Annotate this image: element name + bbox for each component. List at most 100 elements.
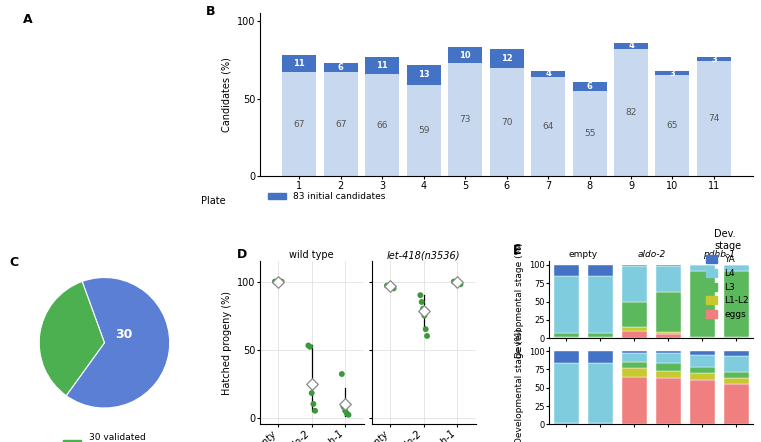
Point bbox=[306, 389, 318, 396]
Bar bbox=[724, 384, 749, 424]
Point bbox=[451, 278, 463, 285]
Point bbox=[421, 332, 433, 339]
Text: 73: 73 bbox=[460, 115, 471, 124]
Point bbox=[419, 326, 431, 333]
Bar bbox=[656, 267, 681, 292]
Point bbox=[272, 278, 285, 285]
Text: 6: 6 bbox=[587, 82, 593, 91]
Bar bbox=[689, 337, 715, 338]
Legend: 30 validated
candidates: 30 validated candidates bbox=[60, 429, 149, 442]
Text: 12: 12 bbox=[501, 54, 512, 63]
Point bbox=[302, 342, 314, 349]
Y-axis label: Developmental stage (%): Developmental stage (%) bbox=[515, 328, 524, 442]
Bar bbox=[622, 301, 647, 327]
Title: let-418(n3536): let-418(n3536) bbox=[387, 251, 460, 260]
Y-axis label: Candidates (%): Candidates (%) bbox=[221, 57, 232, 132]
Bar bbox=[697, 57, 731, 61]
Wedge shape bbox=[39, 282, 104, 396]
Point bbox=[339, 400, 352, 408]
Title: wild type: wild type bbox=[289, 251, 334, 260]
Point bbox=[380, 282, 393, 289]
Bar bbox=[655, 76, 689, 176]
Point bbox=[269, 278, 281, 285]
Text: 64: 64 bbox=[543, 122, 554, 131]
Bar bbox=[656, 332, 681, 335]
Bar bbox=[587, 265, 613, 276]
Bar bbox=[622, 267, 647, 301]
Text: aldo-2: aldo-2 bbox=[637, 250, 666, 259]
Bar bbox=[724, 356, 749, 372]
Text: 66: 66 bbox=[377, 121, 388, 130]
Bar bbox=[656, 378, 681, 424]
Bar bbox=[622, 265, 647, 267]
Text: 74: 74 bbox=[708, 114, 720, 123]
Bar bbox=[689, 351, 715, 354]
Text: 4: 4 bbox=[628, 42, 634, 50]
Bar bbox=[689, 373, 715, 381]
Text: 4: 4 bbox=[545, 69, 551, 78]
Text: 6: 6 bbox=[338, 63, 344, 72]
Bar bbox=[614, 49, 648, 176]
Text: 13: 13 bbox=[418, 70, 429, 79]
Text: 59: 59 bbox=[418, 126, 429, 135]
Text: 65: 65 bbox=[667, 122, 678, 130]
Bar bbox=[689, 271, 715, 337]
Bar bbox=[655, 71, 689, 76]
Bar bbox=[554, 363, 579, 423]
Point bbox=[309, 407, 321, 414]
Point bbox=[336, 370, 348, 377]
Bar bbox=[406, 85, 441, 176]
Bar bbox=[656, 351, 681, 353]
Bar bbox=[622, 362, 647, 368]
Bar bbox=[656, 335, 681, 338]
Point bbox=[384, 282, 396, 289]
Text: 10: 10 bbox=[460, 51, 471, 60]
Point bbox=[275, 278, 288, 285]
Bar bbox=[282, 72, 317, 176]
Bar bbox=[572, 82, 607, 91]
Bar bbox=[689, 381, 715, 424]
Text: B: B bbox=[205, 5, 215, 18]
Text: 30: 30 bbox=[116, 328, 132, 341]
Point bbox=[387, 285, 400, 292]
Bar bbox=[587, 337, 613, 338]
Bar bbox=[448, 63, 482, 176]
Bar bbox=[656, 292, 681, 332]
Bar bbox=[531, 71, 565, 77]
Y-axis label: Hatched progeny (%): Hatched progeny (%) bbox=[221, 291, 232, 395]
Bar bbox=[656, 371, 681, 378]
Text: 11: 11 bbox=[377, 61, 388, 70]
Bar bbox=[622, 331, 647, 338]
Bar bbox=[554, 351, 579, 363]
Bar bbox=[406, 65, 441, 85]
Y-axis label: Developmental stage (%): Developmental stage (%) bbox=[515, 242, 524, 358]
Legend: 83 initial candidates: 83 initial candidates bbox=[264, 188, 390, 205]
Text: Plate: Plate bbox=[201, 196, 225, 206]
Bar bbox=[365, 57, 400, 74]
Point bbox=[416, 298, 428, 305]
Bar bbox=[531, 77, 565, 176]
Bar bbox=[323, 63, 358, 72]
Text: 55: 55 bbox=[584, 129, 595, 138]
Text: pdhb-1: pdhb-1 bbox=[703, 250, 735, 259]
Bar bbox=[689, 265, 715, 271]
Bar bbox=[622, 327, 647, 331]
Bar bbox=[724, 372, 749, 378]
Bar bbox=[554, 423, 579, 424]
Bar bbox=[554, 265, 579, 276]
Bar bbox=[587, 423, 613, 424]
Text: 3: 3 bbox=[711, 55, 717, 64]
Text: 11: 11 bbox=[294, 59, 305, 68]
Bar bbox=[724, 265, 749, 271]
Point bbox=[307, 400, 320, 408]
Bar bbox=[572, 91, 607, 176]
Bar bbox=[282, 55, 317, 72]
Point bbox=[339, 407, 352, 414]
Point bbox=[418, 308, 430, 315]
Point bbox=[419, 312, 431, 319]
Bar bbox=[622, 368, 647, 377]
Text: E: E bbox=[513, 244, 521, 257]
Legend: YA, L4, L3, L1-L2, eggs: YA, L4, L3, L1-L2, eggs bbox=[702, 225, 753, 323]
Bar bbox=[448, 47, 482, 63]
Bar bbox=[656, 265, 681, 267]
